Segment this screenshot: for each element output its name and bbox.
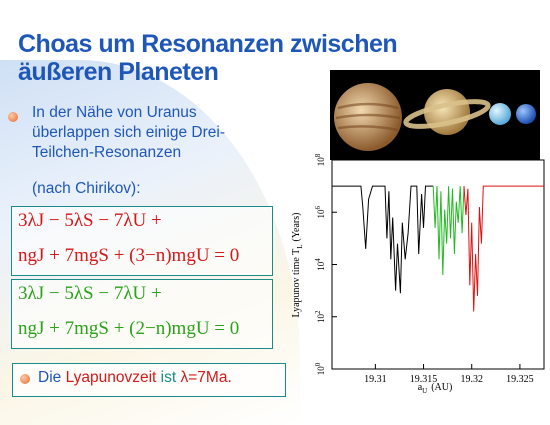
jupiter-icon xyxy=(334,83,402,151)
summary-text: Die Lyapunovzeit ist λ=7Ma. xyxy=(38,369,232,387)
bullet-line: In der Nähe von Uranus xyxy=(32,104,197,121)
y-tick-label: 108 xyxy=(314,153,326,166)
y-tick-label: 100 xyxy=(314,362,326,375)
x-tick-label: 19.32 xyxy=(460,374,483,385)
summary-value: λ=7Ma. xyxy=(180,369,232,386)
bullet-line: überlappen sich einige Drei- xyxy=(32,124,226,141)
summary-term: Lyapunovzeit xyxy=(65,369,157,386)
summary-box xyxy=(12,363,286,397)
y-axis-label: Lyapunov time TL(Years) xyxy=(291,213,304,318)
formula-2-line-1: 3λJ − 5λS − 7λU + xyxy=(18,283,162,304)
x-tick-label: 19.315 xyxy=(410,374,438,385)
x-axis-label: aU (AU) xyxy=(418,382,453,395)
bullet-icon xyxy=(20,374,30,384)
y-tick-label: 102 xyxy=(314,310,326,323)
chart-series-0 xyxy=(332,185,434,294)
x-tick-label: 19.31 xyxy=(364,374,387,385)
lyapunov-chart: 19.31 19.315 19.32 19.325 108 106 104 102 100 Ly… xyxy=(291,153,545,395)
y-tick-label: 106 xyxy=(314,206,326,219)
planets-image xyxy=(330,70,540,160)
chart-series-2 xyxy=(463,185,544,312)
title-line-2: äußeren Planeten xyxy=(18,58,219,86)
uranus-icon xyxy=(489,103,511,125)
bullet-icon xyxy=(8,112,18,122)
formula-box-2: 3λJ − 5λS − 7λU + ngJ + 7mgS + (2−n)mgU … xyxy=(11,279,273,349)
plot-frame xyxy=(331,159,545,370)
chart-series-1 xyxy=(432,186,465,276)
bullet-text: In der Nähe von Uranus überlappen sich e… xyxy=(32,103,302,163)
formula-1-line-1: 3λJ − 5λS − 7λU + xyxy=(18,210,162,231)
y-tick-label: 104 xyxy=(314,258,326,271)
summary-word: Die xyxy=(38,369,62,386)
bullet-source: (nach Chirikov): xyxy=(32,180,141,197)
saturn-icon xyxy=(403,89,491,135)
slide-title: Choas um Resonanzen zwischen äußeren Pla… xyxy=(18,30,458,86)
formula-1-line-2: ngJ + 7mgS + (3−n)mgU = 0 xyxy=(18,245,240,266)
formula-box-1: 3λJ − 5λS − 7λU + ngJ + 7mgS + (3−n)mgU … xyxy=(11,206,273,276)
bullet-line: Teilchen-Resonanzen xyxy=(32,144,182,161)
formula-2-line-2: ngJ + 7mgS + (2−n)mgU = 0 xyxy=(18,318,240,339)
x-tick-label: 19.325 xyxy=(506,374,533,385)
neptune-icon xyxy=(516,104,536,124)
title-line-1: Choas um Resonanzen zwischen xyxy=(18,30,398,58)
summary-word: ist xyxy=(160,369,177,386)
